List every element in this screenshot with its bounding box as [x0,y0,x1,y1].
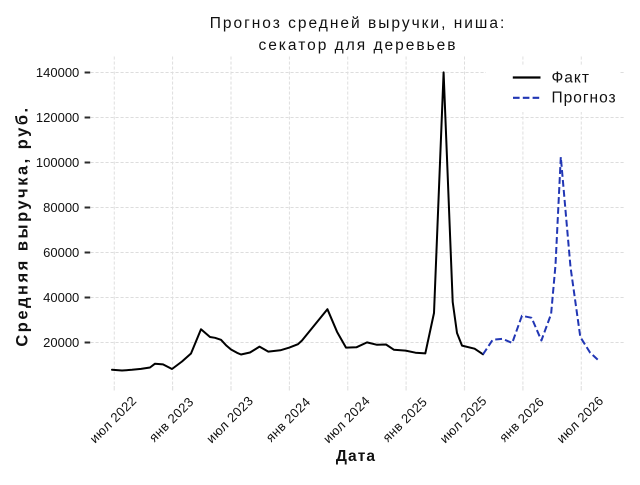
svg-text:Прогноз средней выручки, ниша:: Прогноз средней выручки, ниша: [210,15,507,32]
svg-text:Средняя выручка, руб.: Средняя выручка, руб. [14,105,32,346]
svg-text:140000: 140000 [36,65,79,80]
svg-text:Дата: Дата [336,448,376,465]
svg-text:40000: 40000 [43,290,79,305]
svg-text:100000: 100000 [36,155,79,170]
svg-text:Прогноз: Прогноз [552,90,617,107]
svg-text:80000: 80000 [43,200,79,215]
svg-text:120000: 120000 [36,110,79,125]
svg-text:Факт: Факт [552,69,590,86]
svg-text:20000: 20000 [43,335,79,350]
svg-text:60000: 60000 [43,245,79,260]
svg-text:секатор для деревьев: секатор для деревьев [258,37,457,54]
